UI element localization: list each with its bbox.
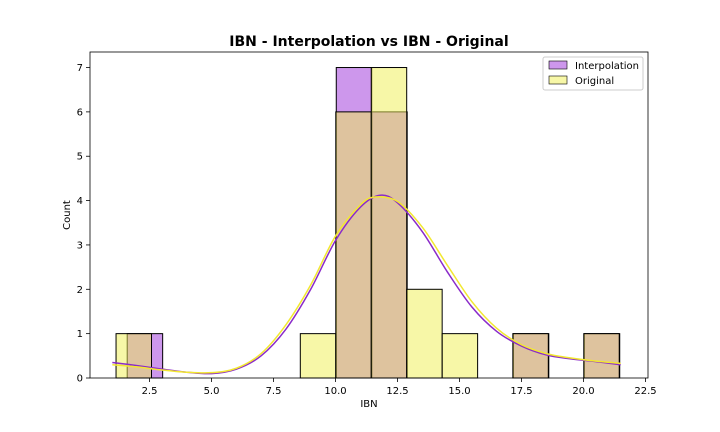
- bar-original-6: [512, 333, 549, 379]
- x-tick-label: 7.5: [266, 386, 282, 397]
- legend-label-interpolation: Interpolation: [575, 61, 639, 72]
- kde-line-original: [112, 196, 621, 374]
- bar-original-0: [115, 333, 153, 379]
- x-axis-label: IBN: [360, 399, 377, 410]
- legend-label-original: Original: [575, 76, 614, 87]
- y-tick-label: 1: [77, 329, 83, 340]
- legend: Interpolation Original: [542, 56, 644, 91]
- bar-original-5: [441, 333, 479, 379]
- y-tick-label: 0: [77, 374, 83, 385]
- x-tick-label: 20.0: [572, 386, 594, 397]
- x-tick-label: 17.5: [510, 386, 532, 397]
- x-tick-label: 10.0: [324, 386, 346, 397]
- y-tick-label: 4: [77, 196, 83, 207]
- plot-frame: [89, 51, 649, 379]
- bar-original-7: [583, 333, 620, 379]
- x-tick-label: 15.0: [448, 386, 470, 397]
- kde-layer: [112, 194, 621, 375]
- y-tick-label: 2: [77, 285, 83, 296]
- x-axis-ticks: 2.5 5.0 7.5 10.0 12.5 15.0 17.5 20.0 22.5: [142, 378, 657, 397]
- x-tick-label: 12.5: [386, 386, 408, 397]
- y-axis-ticks: 0 1 2 3 4 5 6 7: [77, 63, 90, 385]
- x-tick-label: 22.5: [634, 386, 656, 397]
- y-tick-label: 5: [77, 152, 83, 163]
- bar-original-2: [335, 111, 372, 379]
- y-axis-label: Count: [62, 200, 73, 230]
- y-tick-label: 3: [77, 240, 83, 251]
- chart-title: IBN - Interpolation vs IBN - Original: [229, 34, 508, 50]
- x-tick-label: 5.0: [204, 386, 220, 397]
- bar-original-3: [370, 67, 408, 379]
- y-tick-label: 7: [77, 63, 83, 74]
- bars-layer: [115, 67, 621, 379]
- bar-original-1: [299, 333, 337, 379]
- x-tick-label: 2.5: [142, 386, 158, 397]
- legend-box: [542, 56, 644, 91]
- legend-swatch-interpolation: [548, 60, 568, 70]
- legend-swatch-original: [548, 75, 568, 85]
- bar-original-4: [406, 288, 443, 379]
- y-tick-label: 6: [77, 107, 83, 118]
